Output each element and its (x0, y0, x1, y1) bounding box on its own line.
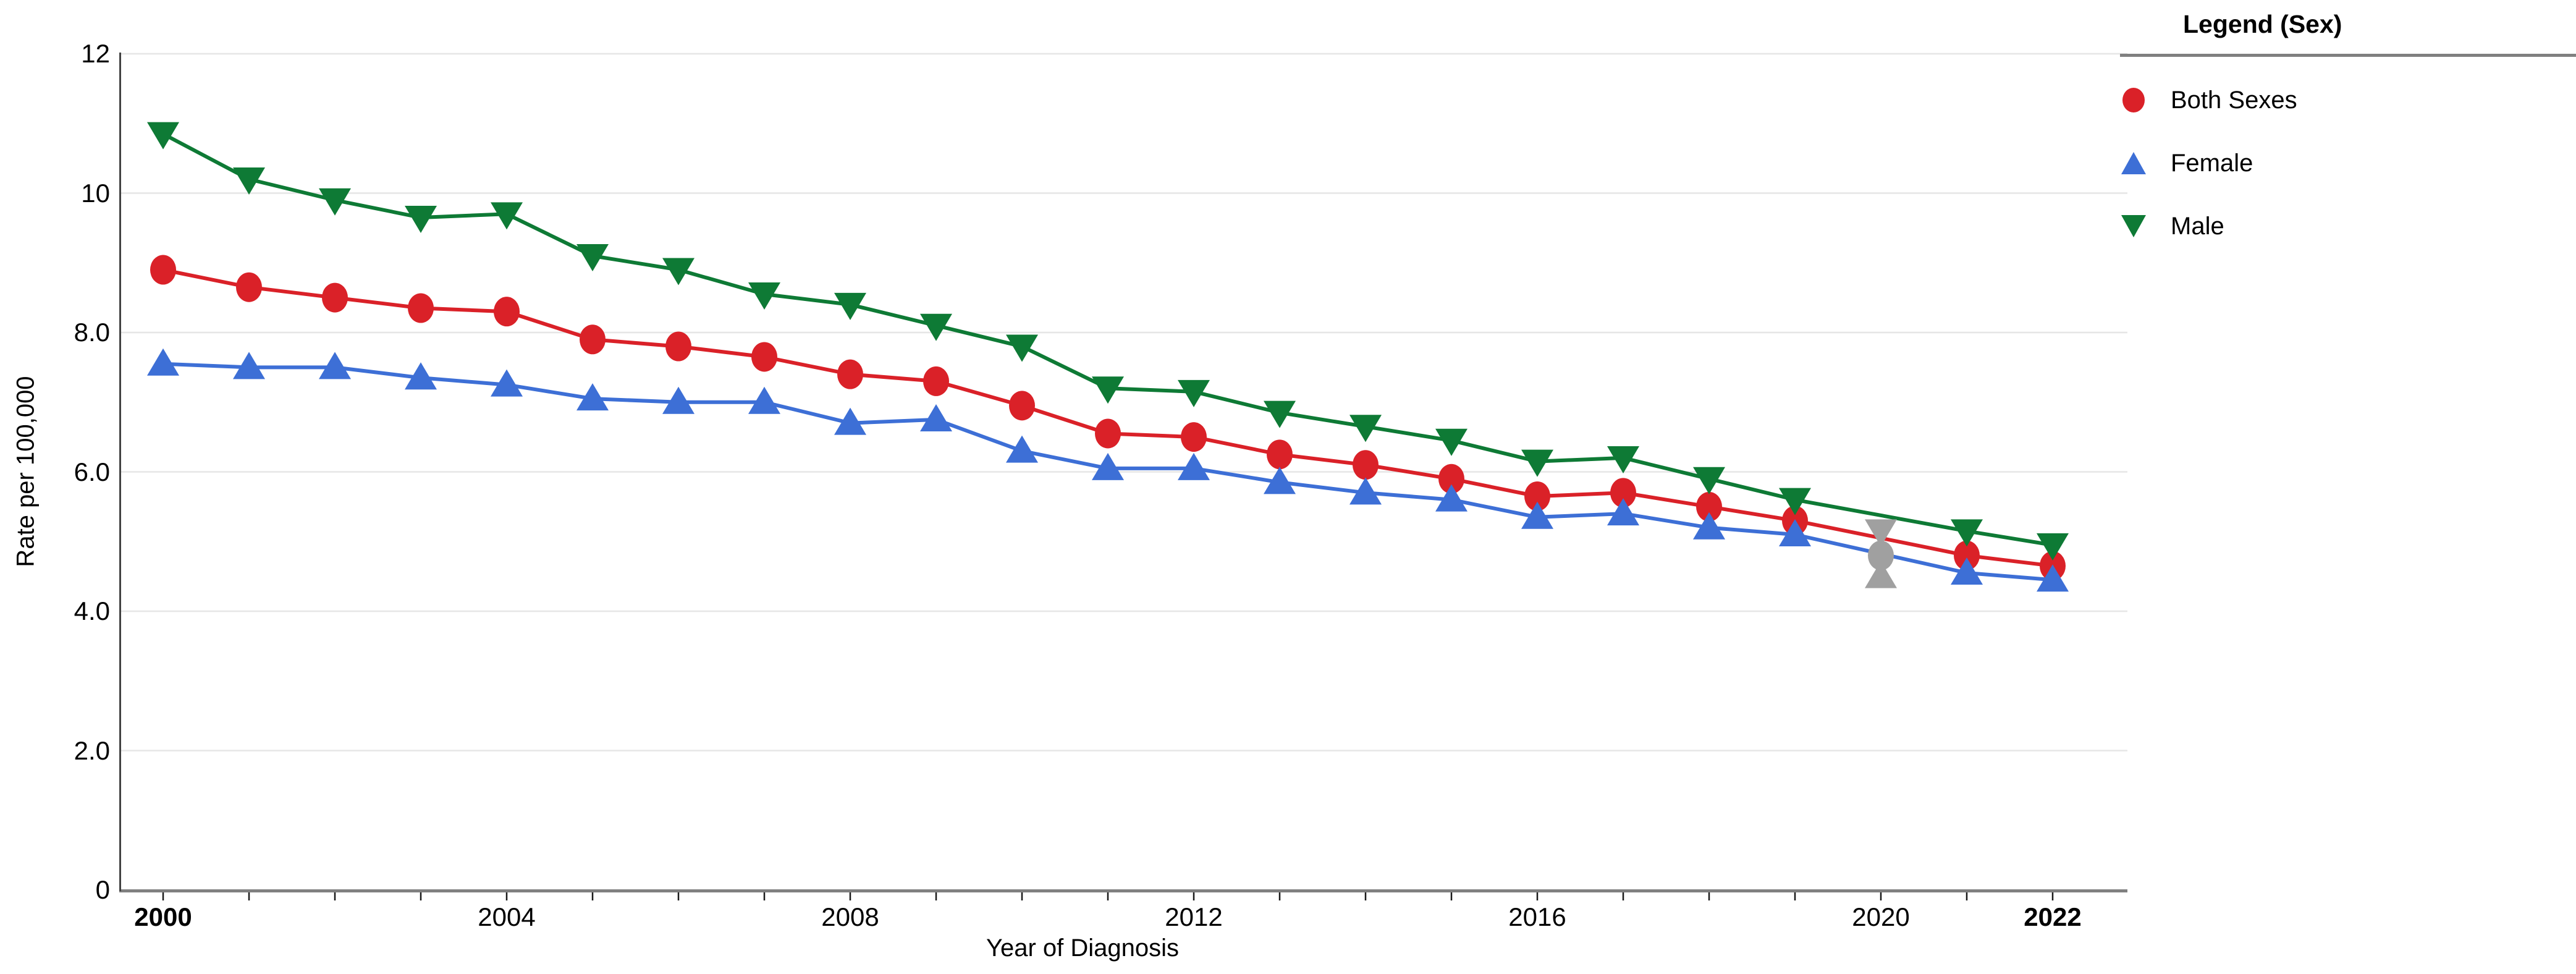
marker-both-sexes-2002[interactable] (322, 282, 348, 313)
legend-title: Legend (Sex) (2183, 10, 2342, 38)
marker-male-2013[interactable] (1264, 400, 1296, 428)
marker-female-2006[interactable] (662, 386, 695, 414)
legend-item-male[interactable]: Male (2120, 209, 2224, 244)
marker-male-2021[interactable] (1951, 519, 1983, 547)
marker-female-2003[interactable] (405, 362, 437, 390)
marker-both-sexes-2008[interactable] (837, 359, 863, 389)
x-tick-label-2016: 2016 (1508, 902, 1566, 931)
marker-female-2000[interactable] (147, 348, 179, 376)
marker-both-sexes-2011[interactable] (1095, 418, 1121, 449)
marker-female-2017[interactable] (1607, 498, 1639, 526)
marker-both-sexes-2017[interactable] (1610, 478, 1636, 508)
marker-male-2017[interactable] (1607, 446, 1639, 473)
x-axis-title: Year of Diagnosis (986, 934, 1180, 962)
marker-female-2022[interactable] (2037, 564, 2069, 592)
marker-male-2011[interactable] (1092, 376, 1124, 404)
legend-label: Both Sexes (2171, 86, 2297, 114)
marker-female-2001[interactable] (233, 352, 265, 379)
legend-panel: Legend (Sex) Both Sexes Female Male (2120, 0, 2576, 240)
marker-male-2000[interactable] (147, 122, 179, 150)
marker-female-2010[interactable] (1006, 435, 1038, 463)
marker-male-2004[interactable] (491, 202, 523, 230)
x-tick-label-2020: 2020 (1852, 902, 1910, 931)
marker-female-2016[interactable] (1521, 501, 1553, 529)
marker-female-2002[interactable] (319, 352, 351, 379)
marker-both-sexes-2021[interactable] (1954, 540, 1980, 570)
marker-male-2015[interactable] (1435, 428, 1467, 456)
marker-both-sexes-2000[interactable] (150, 255, 176, 285)
marker-female-2014[interactable] (1349, 477, 1382, 505)
marker-male-2018[interactable] (1693, 467, 1725, 494)
marker-female-2008[interactable] (834, 407, 866, 435)
marker-female-2013[interactable] (1264, 467, 1296, 494)
marker-both-sexes-2007[interactable] (751, 342, 777, 372)
marker-male-2001[interactable] (233, 167, 265, 195)
marker-male-2020[interactable] (1865, 519, 1897, 547)
series-line-male (161, 132, 2054, 547)
marker-female-2011[interactable] (1092, 452, 1124, 480)
x-tick-label-2000: 2000 (134, 902, 192, 931)
marker-female-2021[interactable] (1951, 557, 1983, 585)
marker-both-sexes-2014[interactable] (1353, 450, 1379, 480)
x-tick-label-2022: 2022 (2024, 902, 2082, 931)
y-tick-label-10: 10 (81, 178, 110, 208)
marker-female-2009[interactable] (920, 404, 952, 431)
series-line-both-sexes (161, 268, 2054, 568)
x-tick-label-2004: 2004 (478, 902, 536, 931)
marker-both-sexes-2016[interactable] (1524, 481, 1550, 511)
marker-both-sexes-2003[interactable] (408, 293, 434, 323)
marker-female-2018[interactable] (1693, 512, 1725, 540)
marker-male-2010[interactable] (1006, 334, 1038, 362)
marker-both-sexes-2001[interactable] (236, 272, 262, 302)
marker-male-2002[interactable] (319, 188, 351, 216)
triangle-down-icon (2121, 215, 2146, 237)
legend-label: Male (2171, 212, 2224, 240)
marker-male-2008[interactable] (834, 292, 866, 320)
marker-male-2009[interactable] (920, 313, 952, 341)
marker-both-sexes-2018[interactable] (1696, 491, 1722, 522)
y-tick-label-8.0: 8.0 (74, 318, 110, 347)
marker-male-2012[interactable] (1178, 379, 1210, 407)
marker-both-sexes-2015[interactable] (1438, 464, 1464, 494)
triangle-up-icon (2121, 152, 2146, 174)
y-tick-label-2.0: 2.0 (74, 735, 110, 765)
marker-female-2019[interactable] (1779, 519, 1811, 546)
x-tick-label-2012: 2012 (1165, 902, 1223, 931)
y-tick-label-6.0: 6.0 (74, 457, 110, 486)
marker-both-sexes-2005[interactable] (580, 324, 606, 355)
marker-both-sexes-2009[interactable] (923, 366, 949, 396)
marker-female-2004[interactable] (491, 369, 523, 397)
marker-male-2007[interactable] (748, 282, 780, 310)
legend-label: Female (2171, 149, 2253, 177)
legend-item-female[interactable]: Female (2120, 146, 2253, 180)
y-tick-label-4.0: 4.0 (74, 596, 110, 625)
marker-both-sexes-2013[interactable] (1267, 439, 1293, 470)
y-tick-label-12: 12 (81, 39, 110, 68)
x-tick-label-2008: 2008 (821, 902, 879, 931)
legend-divider (2120, 54, 2576, 57)
marker-female-2015[interactable] (1435, 484, 1467, 512)
y-tick-label-0: 0 (95, 875, 110, 904)
marker-female-2012[interactable] (1178, 452, 1210, 480)
marker-female-2020[interactable] (1865, 561, 1897, 588)
marker-female-2005[interactable] (576, 383, 609, 411)
marker-male-2003[interactable] (405, 205, 437, 233)
marker-both-sexes-2012[interactable] (1181, 422, 1207, 452)
marker-both-sexes-2010[interactable] (1009, 391, 1035, 421)
marker-both-sexes-2004[interactable] (494, 297, 520, 327)
marker-male-2005[interactable] (576, 244, 609, 271)
marker-male-2022[interactable] (2037, 533, 2069, 561)
marker-male-2016[interactable] (1521, 449, 1553, 477)
marker-both-sexes-2020[interactable] (1868, 540, 1894, 570)
marker-male-2006[interactable] (662, 258, 695, 286)
series-line-female (161, 362, 2054, 582)
marker-both-sexes-2006[interactable] (665, 331, 691, 362)
marker-female-2007[interactable] (748, 386, 780, 414)
marker-male-2014[interactable] (1349, 415, 1382, 443)
marker-male-2019[interactable] (1779, 488, 1811, 515)
legend-item-both-sexes[interactable]: Both Sexes (2120, 83, 2297, 117)
circle-icon (2122, 88, 2145, 112)
